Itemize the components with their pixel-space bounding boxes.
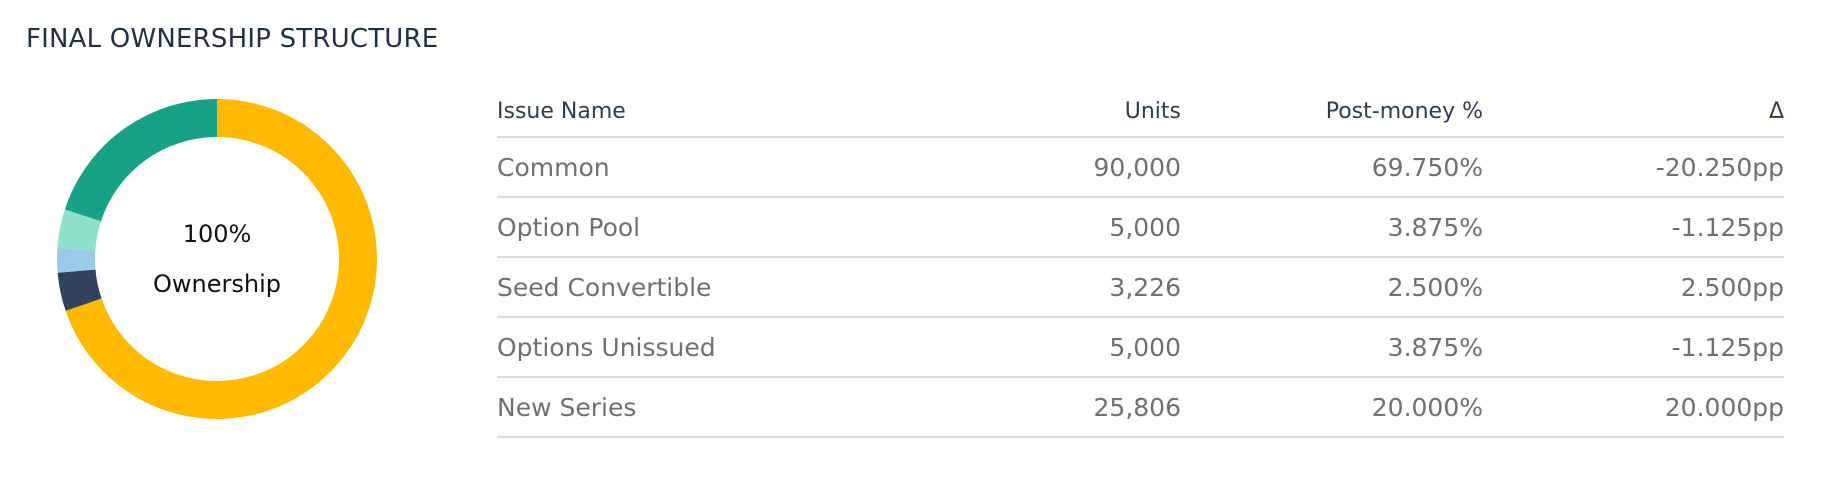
table-row: Option Pool 5,000 3.875% -1.125pp (497, 197, 1784, 258)
donut-slice-option-pool[interactable] (57, 269, 102, 311)
donut-slices (57, 99, 378, 420)
row-units: 25,806 (997, 377, 1181, 438)
row-delta: -20.250pp (1483, 137, 1784, 198)
section-title: FINAL OWNERSHIP STRUCTURE (26, 24, 439, 54)
row-units: 3,226 (997, 257, 1181, 318)
row-delta: -1.125pp (1483, 317, 1784, 378)
header-post-money: Post-money % (1181, 80, 1483, 138)
row-units: 5,000 (997, 197, 1181, 258)
row-issue-name: Option Pool (497, 197, 997, 258)
ownership-donut-chart: 100% Ownership (55, 97, 379, 421)
row-delta: 20.000pp (1483, 377, 1784, 438)
header-delta: Δ (1483, 80, 1784, 138)
row-issue-name: Seed Convertible (497, 257, 997, 318)
donut-slice-options-unissued[interactable] (57, 209, 101, 251)
row-issue-name: Options Unissued (497, 317, 997, 378)
donut-slice-seed-convertible[interactable] (57, 247, 96, 273)
row-post-money: 3.875% (1181, 317, 1483, 378)
table-row: New Series 25,806 20.000% 20.000pp (497, 377, 1784, 438)
row-delta: -1.125pp (1483, 197, 1784, 258)
table-header-row: Issue Name Units Post-money % Δ (497, 80, 1784, 138)
header-units: Units (997, 80, 1181, 138)
row-post-money: 20.000% (1181, 377, 1483, 438)
row-delta: 2.500pp (1483, 257, 1784, 318)
row-units: 90,000 (997, 137, 1181, 198)
table-row: Options Unissued 5,000 3.875% -1.125pp (497, 317, 1784, 378)
table-row: Seed Convertible 3,226 2.500% 2.500pp (497, 257, 1784, 318)
row-issue-name: Common (497, 137, 997, 198)
row-post-money: 69.750% (1181, 137, 1483, 198)
ownership-table: Issue Name Units Post-money % Δ Common 9… (497, 80, 1784, 438)
table-row: Common 90,000 69.750% -20.250pp (497, 137, 1784, 198)
header-issue-name: Issue Name (497, 80, 997, 138)
row-units: 5,000 (997, 317, 1181, 378)
donut-svg (57, 99, 378, 420)
row-post-money: 2.500% (1181, 257, 1483, 318)
row-issue-name: New Series (497, 377, 997, 438)
donut-slice-new-series[interactable] (64, 99, 217, 222)
row-post-money: 3.875% (1181, 197, 1483, 258)
